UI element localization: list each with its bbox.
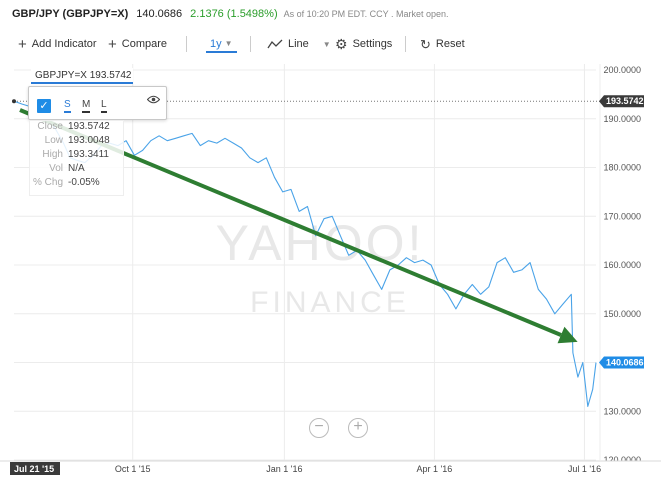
x-axis: Jul 21 '15 Oct 1 '15 Jan 1 '16 Apr 1 '16 Jul…	[0, 460, 661, 493]
range-selector[interactable]: 1y ▼	[206, 36, 237, 53]
compare-button[interactable]: + Compare	[108, 37, 167, 52]
ohlc-row: Vol N/A	[30, 163, 125, 176]
chart-type-label: Line	[288, 38, 309, 50]
toolbar-divider	[250, 36, 251, 52]
last-price-badge: 140.0686	[599, 356, 644, 369]
add-indicator-label: Add Indicator	[31, 38, 97, 50]
ohlc-row: Close 193.5742	[30, 121, 125, 134]
settings-label: Settings	[352, 38, 393, 50]
price-chart[interactable]: YAHOO! FINANCE 200.0000 190.0000 180.0000 1…	[0, 60, 661, 493]
x-tick-label: Jul 1 '16	[568, 464, 601, 474]
chart-toolbar: + Add Indicator + Compare 1y ▼ Line ▼ ⚙ …	[0, 30, 661, 58]
eye-icon[interactable]	[147, 95, 160, 104]
plus-icon: +	[18, 35, 27, 53]
x-tick-label: Oct 1 '15	[115, 464, 151, 474]
x-tick-label: Jan 1 '16	[266, 464, 302, 474]
size-medium-option[interactable]: M	[82, 99, 91, 113]
size-large-option[interactable]: L	[101, 99, 107, 113]
ohlc-panel: Close 193.5742 Low 193.0048 High 193.341…	[29, 120, 124, 196]
size-small-option[interactable]: S	[64, 99, 71, 113]
y-tick-label: 150.0000	[603, 309, 641, 319]
zoom-out-button[interactable]: −	[309, 418, 329, 438]
y-tick-label: 130.0000	[603, 406, 641, 416]
crosshair-price-badge-text: 193.5742	[606, 96, 644, 106]
chart-grid	[14, 64, 601, 461]
quote-header: GBP/JPY (GBPJPY=X) 140.0686 2.1376 (1.54…	[12, 8, 449, 26]
toolbar-divider	[186, 36, 187, 52]
series-checkbox[interactable]: ✓	[37, 99, 51, 113]
quote-symbol: GBP/JPY (GBPJPY=X)	[12, 8, 129, 20]
ohlc-value: 193.3411	[68, 149, 109, 160]
ohlc-value: 193.0048	[68, 135, 110, 146]
ohlc-row: Low 193.0048	[30, 135, 125, 148]
watermark: YAHOO! FINANCE	[216, 215, 425, 319]
trend-arrow-head	[557, 326, 578, 344]
quote-timestamp: As of 10:20 PM EDT. CCY . Market open.	[283, 9, 449, 19]
chevron-down-icon: ▼	[224, 39, 233, 48]
reset-label: Reset	[435, 38, 465, 50]
x-start-label-bg	[10, 462, 60, 475]
x-tick-label: Jul 21 '15	[14, 464, 54, 474]
ohlc-value: N/A	[68, 163, 85, 174]
last-price-badge-bg	[599, 356, 644, 369]
y-tick-label: 190.0000	[603, 114, 641, 124]
toolbar-divider	[405, 36, 406, 52]
range-label: 1y	[210, 37, 222, 50]
settings-button[interactable]: ⚙ Settings	[335, 37, 392, 51]
y-tick-label: 170.0000	[603, 211, 641, 221]
add-indicator-button[interactable]: + Add Indicator	[18, 37, 97, 52]
crosshair-price-badge-bg	[599, 95, 644, 108]
ohlc-row: % Chg -0.05%	[30, 177, 125, 190]
compare-label: Compare	[121, 38, 168, 50]
y-tick-label: 180.0000	[603, 163, 641, 173]
watermark-line1: YAHOO!	[216, 215, 425, 271]
ohlc-label: Low	[44, 135, 63, 146]
ohlc-label: High	[42, 149, 63, 160]
ohlc-value: -0.05%	[68, 177, 100, 188]
chart-type-selector[interactable]: Line ▼	[267, 38, 331, 50]
line-chart-icon	[267, 39, 283, 49]
last-price-badge-text: 140.0686	[606, 358, 644, 368]
x-axis-band	[0, 461, 661, 493]
zoom-in-button[interactable]: +	[348, 418, 368, 438]
reset-icon: ↻	[420, 36, 431, 52]
ohlc-value: 193.5742	[68, 121, 110, 132]
y-tick-label: 160.0000	[603, 260, 641, 270]
plus-icon: +	[108, 35, 117, 53]
ohlc-label: Close	[37, 121, 63, 132]
y-tick-label: 120.0000	[603, 455, 641, 465]
y-axis: 200.0000 190.0000 180.0000 170.0000 160.0000…	[603, 65, 641, 465]
reset-button[interactable]: ↻ Reset	[420, 38, 465, 51]
series-legend-panel: ✓ S M L	[28, 86, 167, 120]
crosshair-readout: GBPJPY=X 193.5742	[31, 68, 133, 84]
quote-price: 140.0686	[136, 8, 183, 20]
quote-change: 2.1376 (1.5498%)	[190, 8, 278, 20]
crosshair-price-badge: 193.5742	[599, 95, 644, 108]
ohlc-row: High 193.3411	[30, 149, 125, 162]
x-tick-label: Apr 1 '16	[417, 464, 453, 474]
y-tick-label: 200.0000	[603, 65, 641, 75]
ohlc-label: % Chg	[32, 177, 63, 188]
ohlc-label: Vol	[49, 163, 63, 174]
crosshair-dot	[12, 99, 16, 104]
chevron-down-icon: ▼	[322, 39, 331, 49]
gear-icon: ⚙	[335, 36, 348, 52]
